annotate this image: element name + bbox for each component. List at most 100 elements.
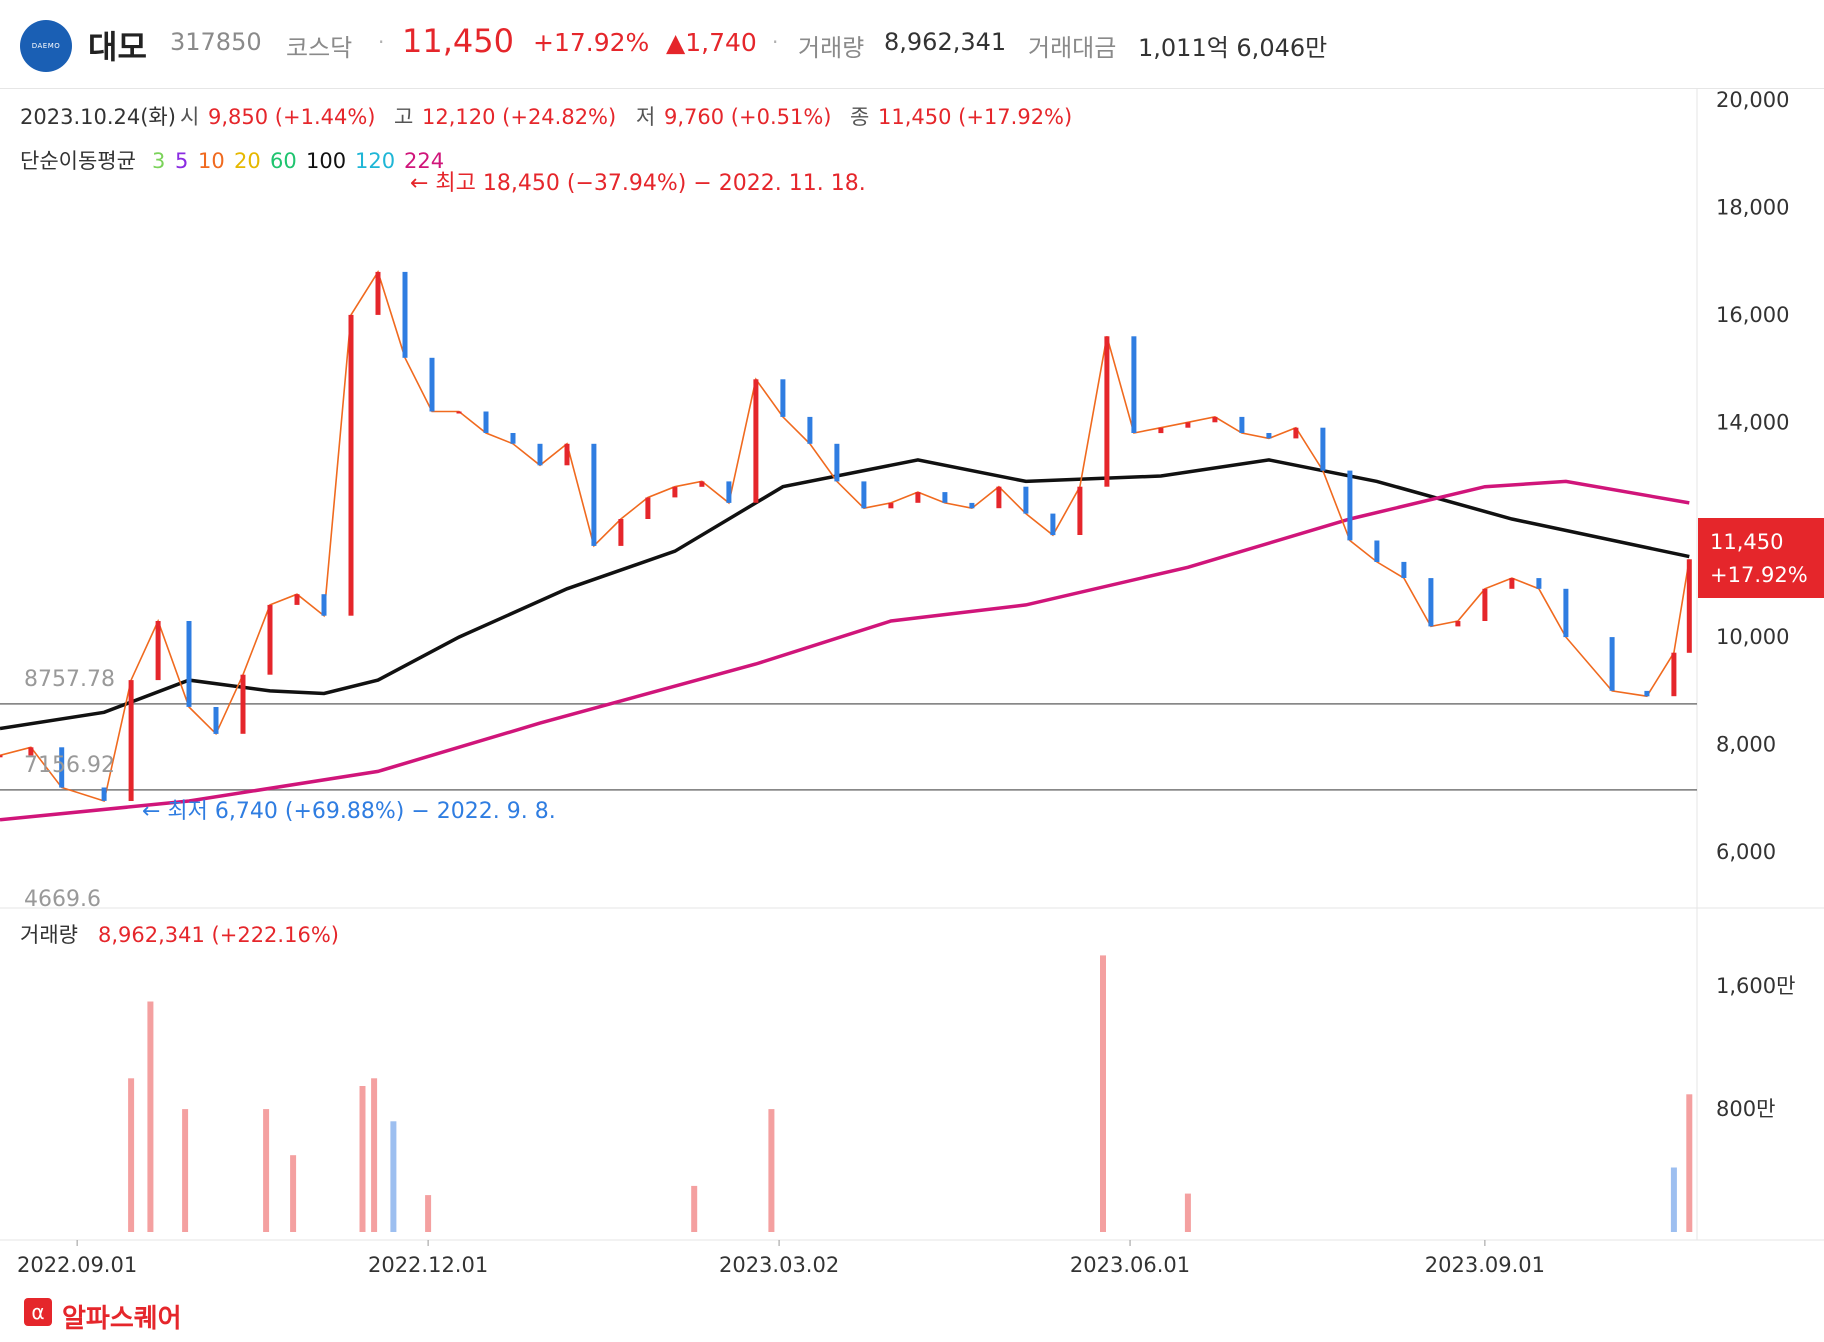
price-candle[interactable] — [1023, 486, 1029, 514]
volume-bar[interactable] — [182, 1109, 189, 1232]
price-candle[interactable] — [618, 519, 624, 546]
price-candle[interactable] — [672, 486, 678, 498]
price-candle[interactable] — [969, 502, 975, 509]
price-candle[interactable] — [888, 502, 894, 509]
price-candle[interactable] — [1374, 540, 1380, 563]
volume-bar[interactable] — [359, 1086, 366, 1232]
price-candle[interactable] — [59, 747, 65, 788]
price-candle[interactable] — [1455, 621, 1461, 627]
price-candle[interactable] — [1644, 690, 1650, 697]
volume-bar[interactable] — [147, 1001, 154, 1233]
volume-axis: 1,600만 800만 — [1716, 974, 1795, 1121]
price-candle[interactable] — [1536, 578, 1542, 589]
ma-legend-item: 5 — [175, 149, 188, 173]
price-candle[interactable] — [861, 481, 867, 509]
price-candle[interactable] — [294, 594, 300, 605]
price-candle[interactable] — [321, 594, 327, 616]
price-candle[interactable] — [753, 379, 759, 503]
alpha-icon: α — [24, 1298, 52, 1326]
volume-bar[interactable] — [128, 1078, 135, 1232]
stock-name[interactable]: 대모 — [88, 28, 147, 66]
volume-bar[interactable] — [691, 1185, 698, 1232]
stock-header: DAEMO 대모 317850 코스닥 · 11,450 +17.92% ▲1,… — [0, 0, 1824, 89]
volume-bar[interactable] — [1686, 1094, 1693, 1232]
price-candle[interactable] — [28, 747, 34, 756]
price-candle[interactable] — [375, 271, 381, 315]
market-name: 코스닥 — [286, 34, 353, 62]
price-candle[interactable] — [1686, 559, 1692, 653]
price-candle[interactable] — [699, 481, 705, 487]
price-candle[interactable] — [1131, 336, 1137, 433]
price-candle[interactable] — [1077, 486, 1083, 535]
price-candle[interactable] — [1266, 433, 1272, 439]
price-candle[interactable] — [780, 379, 786, 417]
price-candle[interactable] — [996, 486, 1002, 509]
volume-panel-label: 거래량 — [20, 923, 78, 947]
price-candle[interactable] — [1401, 561, 1407, 578]
price-candle[interactable] — [1158, 427, 1164, 434]
price-candle[interactable] — [834, 443, 840, 482]
price-candle[interactable] — [348, 314, 354, 616]
price-candle[interactable] — [128, 680, 134, 801]
price-tick-label: 14,000 — [1716, 410, 1789, 434]
low-annotation: ← 최저 6,740 (+69.88%) − 2022. 9. 8. — [142, 799, 556, 824]
ma-legend-item: 20 — [234, 149, 261, 173]
volume-bar[interactable] — [768, 1109, 775, 1232]
price-candle[interactable] — [155, 621, 161, 681]
price-candle[interactable] — [1050, 513, 1056, 536]
price-candle[interactable] — [807, 416, 813, 444]
ma-legend-item: 3 — [152, 149, 165, 173]
price-candle[interactable] — [0, 755, 3, 758]
price-candle[interactable] — [1293, 427, 1299, 439]
price-candle[interactable] — [1609, 637, 1615, 691]
price-candle[interactable] — [1482, 588, 1488, 621]
volume-bar[interactable] — [1100, 955, 1106, 1232]
price-candle[interactable] — [1347, 470, 1353, 541]
price-candle[interactable] — [402, 271, 408, 358]
price-candle[interactable] — [564, 443, 570, 466]
volume-bar[interactable] — [1670, 1167, 1677, 1233]
price-candle[interactable] — [429, 357, 435, 412]
close-label: 종 — [850, 105, 869, 129]
price-candle[interactable] — [1239, 416, 1245, 433]
price-candle[interactable] — [1104, 336, 1110, 487]
price-candle[interactable] — [591, 443, 597, 546]
stock-chart[interactable]: 2023.10.24(화) 시 9,850 (+1.44%) 고 12,120 … — [0, 0, 1824, 1282]
volume-bar[interactable] — [390, 1121, 397, 1232]
price-candle[interactable] — [915, 492, 921, 503]
price-candle[interactable] — [1671, 652, 1677, 697]
volume-bar[interactable] — [425, 1195, 432, 1232]
price-candle[interactable] — [1320, 427, 1326, 471]
price-candle[interactable] — [186, 621, 192, 707]
volume-tick-label: 1,600만 — [1716, 974, 1795, 998]
price-candle[interactable] — [1212, 416, 1218, 423]
price-candle[interactable] — [101, 787, 107, 801]
volume-bar[interactable] — [263, 1109, 270, 1232]
price-candle[interactable] — [1563, 588, 1569, 638]
volume-bar[interactable] — [371, 1078, 378, 1232]
price-badge-pct: +17.92% — [1710, 563, 1808, 587]
price-candle[interactable] — [1185, 422, 1191, 428]
price-candle[interactable] — [483, 411, 489, 434]
price-candle[interactable] — [537, 443, 543, 466]
high-annotation: ← 최고 18,450 (−37.94%) − 2022. 11. 18. — [410, 171, 866, 196]
price-candle[interactable] — [942, 492, 948, 503]
price-candle[interactable] — [456, 411, 462, 414]
price-candle[interactable] — [267, 604, 273, 675]
price-candle[interactable] — [1509, 578, 1515, 589]
high-value: 12,120 (+24.82%) — [422, 105, 616, 129]
price-candle[interactable] — [510, 433, 516, 444]
price-candle[interactable] — [1428, 578, 1434, 627]
price-candle[interactable] — [726, 481, 732, 503]
ma-legend-item: 100 — [306, 149, 346, 173]
volume-label: 거래량 — [798, 34, 865, 62]
lower-line-label: 7156.92 — [24, 753, 115, 778]
price-candle[interactable] — [213, 707, 219, 734]
price-candle[interactable] — [240, 674, 246, 734]
volume-bar[interactable] — [1184, 1193, 1191, 1232]
volume-bar[interactable] — [290, 1155, 297, 1232]
ohlc-row: 2023.10.24(화) 시 9,850 (+1.44%) 고 12,120 … — [20, 105, 1072, 129]
price-candle[interactable] — [645, 497, 651, 520]
low-label: 저 — [636, 105, 655, 129]
ma-legend-item: 10 — [198, 149, 225, 173]
